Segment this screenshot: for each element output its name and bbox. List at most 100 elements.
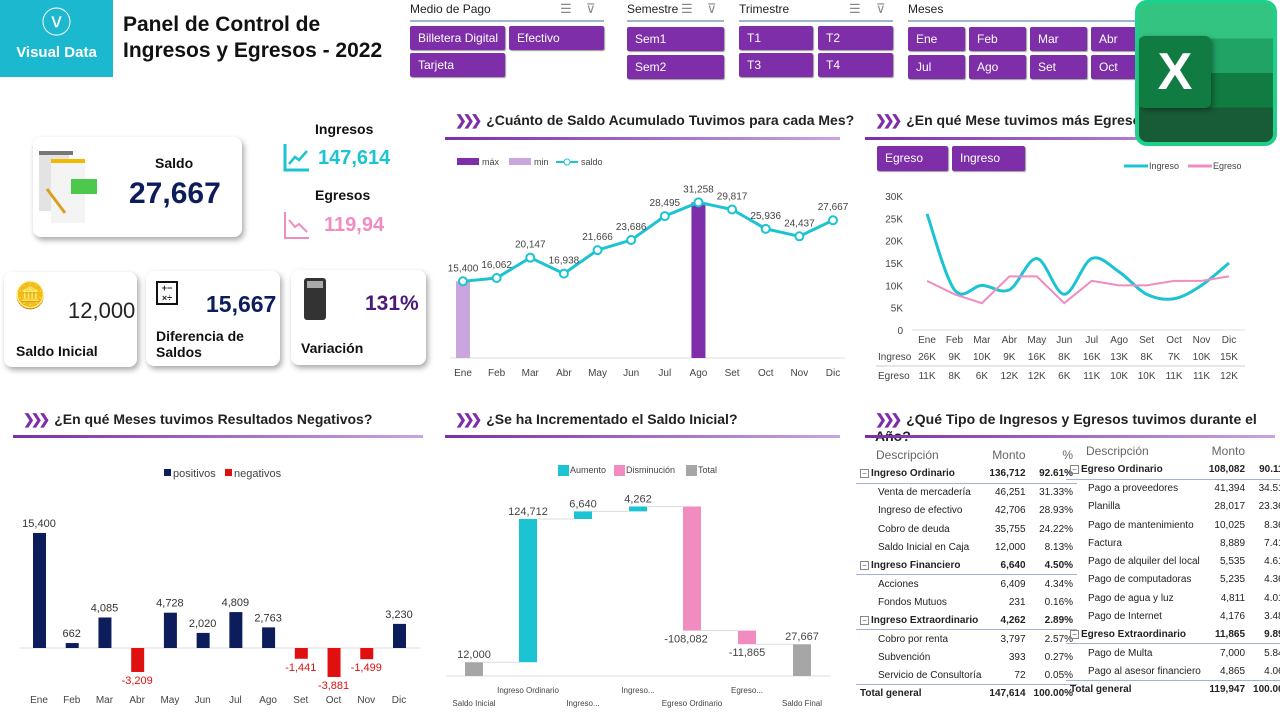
collapse-icon[interactable]: − <box>1070 630 1079 640</box>
title-line-2: Ingresos y Egresos - 2022 <box>123 39 383 62</box>
ingreso-button[interactable]: Ingreso <box>952 146 1025 171</box>
collapse-icon[interactable]: − <box>860 560 869 570</box>
legend-label: Egreso <box>1213 161 1242 171</box>
collapse-icon[interactable]: − <box>860 615 869 625</box>
table-value-egreso: 11K <box>1193 371 1210 382</box>
x-tick-label: Ene <box>918 335 936 346</box>
data-label: 4,809 <box>222 597 250 609</box>
slicer-item[interactable]: Feb <box>969 27 1026 51</box>
slicer-item[interactable]: Ago <box>969 55 1026 79</box>
slicer-item[interactable]: T1 <box>739 26 813 50</box>
legend-label: positivos <box>173 468 216 480</box>
multi-select-icon[interactable]: ☰ <box>681 1 693 16</box>
legend-marker <box>563 158 571 166</box>
negative-bar <box>360 648 374 660</box>
desc-text: Pago de mantenimiento <box>1088 519 1194 531</box>
waterfall-bar <box>629 506 647 512</box>
desc-text: Factura <box>1088 537 1122 549</box>
pct: 0.16% <box>1044 596 1074 608</box>
clear-filter-icon[interactable]: ⊽ <box>876 1 886 16</box>
monto: 4,865 <box>1219 665 1246 677</box>
saldo-line <box>462 200 834 283</box>
saldo-point <box>794 231 805 242</box>
table-row-label: Egreso <box>878 371 910 382</box>
saldo-point <box>760 223 771 234</box>
slicer-item[interactable]: Ene <box>908 27 965 51</box>
collapse-icon[interactable]: − <box>1070 465 1079 475</box>
divider <box>13 435 423 438</box>
row-desc: Total general <box>1066 680 1205 699</box>
slicer-item[interactable]: Mar <box>1030 27 1087 51</box>
row-desc: Cobro por renta <box>856 630 985 648</box>
legend-swatch <box>614 465 625 476</box>
x-tick-label: Dic <box>392 695 406 706</box>
positive-bar <box>98 617 112 648</box>
multi-select-icon[interactable]: ☰ <box>849 1 861 16</box>
table-row: Pago a proveedores 41,394 34.51% <box>1066 479 1280 497</box>
section-title-saldo: ❯❯❯ ¿Cuánto de Saldo Acumulado Tuvimos pa… <box>455 112 854 129</box>
slicer-item[interactable]: T3 <box>739 53 813 77</box>
slicer-item[interactable]: Jul <box>908 55 965 79</box>
column-header: Descripción <box>1086 444 1149 458</box>
slicer-item[interactable]: Sem2 <box>627 55 724 79</box>
desc-text: Pago de computadoras <box>1088 574 1192 586</box>
pct: 5.84% <box>1264 647 1280 659</box>
y-tick-label: 25K <box>885 214 903 225</box>
legend-label: Total <box>698 465 717 475</box>
group-row[interactable]: − Ingreso Ordinario 136,712 92.61% <box>856 465 1078 484</box>
saldo-point <box>491 273 502 284</box>
slicer-item[interactable]: Billetera Digital <box>410 26 505 50</box>
table-value-egreso: 11K <box>1083 371 1100 382</box>
multi-select-icon[interactable]: ☰ <box>560 1 572 16</box>
table-value-ingreso: 13K <box>1110 352 1128 363</box>
diferencia-value: 15,667 <box>206 291 277 317</box>
data-label: 4,728 <box>156 598 184 610</box>
table-value-ingreso: 8K <box>1058 352 1071 363</box>
egreso-button[interactable]: Egreso <box>877 146 948 171</box>
waterfall-bar <box>793 644 811 676</box>
slicer-item[interactable]: Sem1 <box>627 27 724 51</box>
pct: 0.27% <box>1044 651 1074 663</box>
monto: 4,811 <box>1220 592 1246 604</box>
saldo-inicial-value: 12,000 <box>68 298 136 323</box>
pct: 4.36% <box>1264 574 1280 586</box>
saldo-point <box>727 204 738 215</box>
desc-text: Pago de agua y luz <box>1088 592 1174 604</box>
desc-text: Cobro de deuda <box>878 523 950 535</box>
desc-text: Total general <box>1070 684 1132 696</box>
group-row[interactable]: − Ingreso Financiero 6,640 4.50% <box>856 556 1078 576</box>
logo-mark: ⓥ <box>41 7 72 40</box>
desc-text: Saldo Inicial en Caja <box>878 541 970 553</box>
row-desc: Cobro de deuda <box>856 520 985 538</box>
x-tick-label: Ingreso... <box>566 699 599 708</box>
ingresos-table: Descripción Monto% − Ingreso Ordinario 136,7… <box>856 445 1078 703</box>
slicer-item[interactable]: T2 <box>818 26 893 50</box>
data-label: 124,712 <box>508 506 548 518</box>
data-label: 29,817 <box>717 192 748 203</box>
desc-text: Fondos Mutuos <box>878 596 947 608</box>
slicer-item[interactable]: Set <box>1030 55 1087 79</box>
table-value-ingreso: 7K <box>1168 352 1181 363</box>
data-label: -3,209 <box>122 675 153 687</box>
x-tick-label: Set <box>293 695 308 706</box>
slicer-title: Medio de Pago <box>410 2 491 16</box>
clear-filter-icon[interactable]: ⊽ <box>586 1 596 16</box>
x-tick-label: Abr <box>556 368 572 379</box>
group-row[interactable]: − Ingreso Extraordinario 4,262 2.89% <box>856 611 1078 631</box>
section-title-incremento: ❯❯❯ ¿Se ha Incrementado el Saldo Inicial? <box>455 411 738 428</box>
slicer-item[interactable]: T4 <box>818 53 893 77</box>
collapse-icon[interactable]: − <box>860 469 869 479</box>
clear-filter-icon[interactable]: ⊽ <box>707 1 717 16</box>
pct: 100.00% <box>1029 684 1078 703</box>
variacion-value: 131% <box>365 292 419 315</box>
calculator-symbols-icon: +− ×÷ <box>156 281 178 305</box>
data-label: -1,499 <box>351 662 382 674</box>
slicer-item[interactable]: Tarjeta <box>410 53 505 77</box>
pct: 92.61% <box>1029 465 1078 484</box>
y-tick-label: 5K <box>891 304 904 315</box>
slicer-item[interactable]: Efectivo <box>509 26 604 50</box>
